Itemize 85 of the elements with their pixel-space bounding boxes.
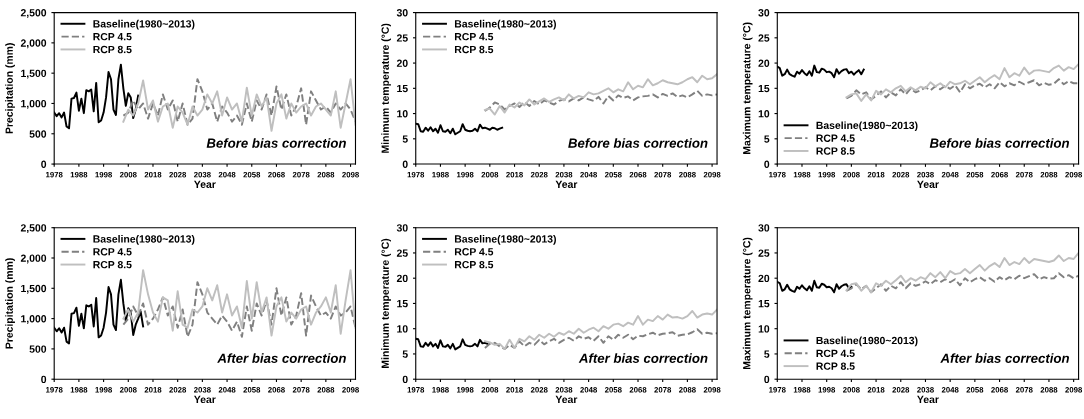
legend-label: RCP 4.5 xyxy=(454,32,494,41)
y-tick-label: 0 xyxy=(402,375,408,384)
annotation: After bias correction xyxy=(217,353,346,363)
legend-label: Baseline(1980~2013) xyxy=(816,121,918,132)
y-tick-label: 1,000 xyxy=(21,315,47,324)
y-tick-label: 1,500 xyxy=(21,284,47,294)
y-tick-label: 15 xyxy=(758,300,770,308)
y-tick-label: 20 xyxy=(758,59,770,67)
line-series xyxy=(845,272,1079,294)
y-tick-label: 10 xyxy=(397,325,408,333)
y-tick-label: 0 xyxy=(764,160,770,168)
legend-label: RCP 8.5 xyxy=(454,260,494,269)
y-tick-label: 10 xyxy=(758,325,770,333)
y-tick-label: 10 xyxy=(758,110,770,118)
y-tick-label: 25 xyxy=(396,249,408,257)
y-tick-label: 2,000 xyxy=(20,254,47,264)
y-tick-label: 5 xyxy=(764,135,770,143)
line-series xyxy=(845,78,1079,101)
legend-label: RCP 8.5 xyxy=(816,362,855,370)
line-series xyxy=(483,73,718,116)
y-tick-label: 15 xyxy=(758,84,770,93)
y-tick-label: 30 xyxy=(396,224,408,232)
x-axis-title: Year xyxy=(194,395,216,404)
y-tick-label: 0 xyxy=(41,160,47,168)
y-tick-label: 2,500 xyxy=(20,9,47,18)
line-series xyxy=(483,89,718,113)
legend-label: RCP 8.5 xyxy=(93,260,132,269)
y-tick-label: 25 xyxy=(396,34,408,42)
y-tick-label: 0 xyxy=(41,375,47,384)
line-series xyxy=(122,281,356,338)
y-tick-label: 20 xyxy=(758,274,770,283)
y-axis-title: Maximum temperature (°C) xyxy=(742,22,753,154)
y-tick-label: 500 xyxy=(29,345,47,353)
y-tick-label: 0 xyxy=(764,375,770,384)
legend-label: Baseline(1980~2013) xyxy=(454,19,556,30)
x-axis-title: Year xyxy=(917,395,939,404)
annotation: Before bias correction xyxy=(206,138,346,148)
x-axis-title: Year xyxy=(917,180,939,188)
y-tick-label: 5 xyxy=(402,350,408,358)
y-tick-label: 0 xyxy=(402,160,408,168)
y-tick-label: 10 xyxy=(397,110,408,118)
legend-label: Baseline(1980~2013) xyxy=(93,234,195,245)
y-axis-title: Maximum temperature (°C) xyxy=(742,237,753,370)
legend-label: RCP 4.5 xyxy=(93,248,132,256)
y-tick-label: 5 xyxy=(764,350,770,358)
y-tick-label: 25 xyxy=(758,249,770,257)
y-axis-title: Minimum temperature (°C) xyxy=(381,238,391,368)
legend-label: Baseline(1980~2013) xyxy=(93,19,195,30)
annotation: Before bias correction xyxy=(929,138,1069,148)
legend-label: Baseline(1980~2013) xyxy=(454,234,556,245)
legend-label: RCP 4.5 xyxy=(454,248,494,256)
legend-label: RCP 8.5 xyxy=(454,45,494,54)
annotation: After bias correction xyxy=(578,353,708,363)
y-tick-label: 15 xyxy=(397,300,408,308)
x-axis-title: Year xyxy=(555,180,578,188)
x-axis-title: Year xyxy=(555,395,578,404)
y-tick-label: 30 xyxy=(758,9,770,17)
annotation: Before bias correction xyxy=(568,138,708,148)
legend-label: RCP 4.5 xyxy=(816,349,855,358)
annotation: After bias correction xyxy=(940,353,1069,363)
y-tick-label: 5 xyxy=(402,135,408,143)
line-series xyxy=(845,251,1079,294)
y-tick-label: 30 xyxy=(758,224,770,232)
legend-label: RCP 8.5 xyxy=(816,147,855,155)
legend-label: RCP 8.5 xyxy=(93,45,132,54)
y-axis-title: Minimum temperature (°C) xyxy=(381,23,391,153)
y-tick-label: 25 xyxy=(758,34,770,42)
legend-label: RCP 4.5 xyxy=(93,32,132,41)
y-tick-label: 500 xyxy=(29,130,47,138)
legend-label: Baseline(1980~2013) xyxy=(816,336,918,347)
y-tick-label: 30 xyxy=(396,9,408,17)
y-tick-label: 20 xyxy=(396,59,408,67)
y-tick-label: 2,500 xyxy=(20,224,47,234)
y-tick-label: 20 xyxy=(396,274,408,283)
y-axis-title: Precipitation (mm) xyxy=(5,258,15,349)
legend-label: RCP 4.5 xyxy=(816,134,855,142)
y-tick-label: 1,500 xyxy=(21,69,47,79)
y-tick-label: 2,000 xyxy=(20,39,47,49)
line-series xyxy=(483,308,718,350)
x-axis-title: Year xyxy=(194,180,216,188)
y-tick-label: 1,000 xyxy=(21,99,47,109)
y-axis-title: Precipitation (mm) xyxy=(5,43,15,134)
y-tick-label: 15 xyxy=(397,84,408,93)
line-series xyxy=(122,269,356,337)
line-series xyxy=(845,63,1079,102)
